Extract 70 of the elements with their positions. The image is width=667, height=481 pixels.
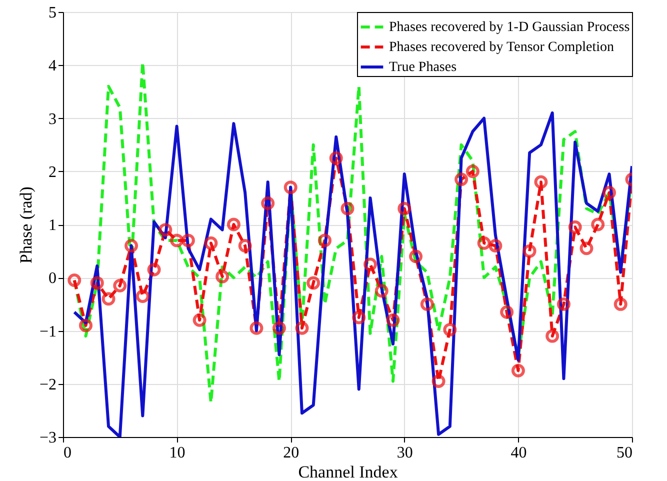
x-tick-label: 10 (169, 444, 186, 462)
point (432, 374, 446, 388)
point (79, 318, 93, 332)
point (329, 151, 343, 165)
point (147, 262, 161, 276)
y-tick-label: −1 (39, 323, 56, 340)
y-tick-label: −3 (39, 430, 56, 446)
y-tick-label: 5 (48, 4, 56, 22)
point (136, 289, 150, 303)
legend-label: Phases recovered by 1-D Gaussian Process (389, 20, 630, 35)
y-tick-label: 1 (48, 217, 56, 234)
point (90, 276, 104, 290)
point (226, 218, 240, 232)
x-tick-label: 40 (510, 444, 527, 462)
point (614, 297, 628, 311)
y-tick-label: −2 (39, 376, 56, 394)
legend-label: True Phases (389, 60, 457, 75)
x-tick-label: 50 (616, 444, 632, 462)
point (454, 172, 468, 186)
point (364, 258, 378, 272)
point (556, 297, 570, 311)
point (158, 223, 172, 237)
x-tick-label: 20 (283, 444, 300, 462)
line-series (72, 111, 632, 437)
point (591, 218, 605, 232)
point (398, 202, 412, 216)
point (272, 321, 286, 335)
point (284, 180, 298, 194)
y-tick-label: 0 (48, 270, 56, 288)
point (477, 236, 491, 250)
point (443, 322, 457, 336)
point (250, 321, 264, 335)
legend-label: Phases recovered by Tensor Completion (389, 40, 614, 55)
x-tick-label: 30 (396, 444, 413, 462)
point (170, 234, 184, 248)
x-axis-title: Channel Index (298, 462, 398, 481)
point (68, 274, 82, 288)
point (420, 297, 434, 311)
point (181, 234, 195, 248)
point (102, 292, 116, 306)
point (374, 284, 388, 298)
y-tick-label: 2 (48, 164, 56, 181)
point (534, 175, 548, 189)
point (500, 305, 514, 319)
point (511, 364, 525, 378)
point (113, 278, 127, 292)
point (238, 239, 252, 252)
y-tick-label: 4 (48, 58, 56, 75)
point (602, 186, 616, 200)
point (386, 313, 400, 327)
point (522, 244, 536, 258)
point (306, 276, 320, 290)
point (295, 321, 309, 335)
point (568, 220, 582, 234)
point (340, 202, 354, 216)
point (466, 164, 480, 178)
point (546, 329, 560, 343)
point (124, 239, 138, 252)
point (192, 313, 206, 327)
point (261, 196, 275, 210)
point (216, 270, 230, 284)
y-axis-title: Phase (rad) (16, 186, 36, 264)
x-tick-label: 0 (64, 444, 72, 462)
point (488, 239, 502, 252)
point (352, 310, 366, 324)
point (580, 242, 594, 256)
y-tick-label: 3 (48, 110, 56, 128)
point (318, 234, 332, 248)
point (204, 236, 218, 250)
point (409, 250, 423, 264)
